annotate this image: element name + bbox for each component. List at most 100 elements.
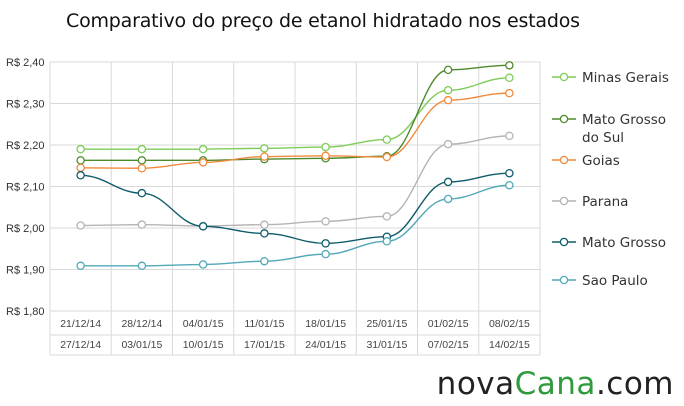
legend-item: Parana (552, 194, 628, 210)
x-tick-label-end: 24/01/15 (305, 339, 346, 351)
legend-label: Mato Grosso (582, 235, 666, 251)
series-parana (76, 131, 514, 231)
y-axis: R$ 1,80 R$ 1,90 R$ 2,00 R$ 2,10 R$ 2,20 R$ 2,… (6, 57, 45, 318)
data-point (76, 156, 85, 165)
x-tick-label-start: 01/02/15 (428, 318, 469, 330)
data-point (260, 144, 269, 153)
data-point (382, 237, 392, 246)
legend-label: Parana (582, 194, 628, 210)
x-tick-label-start: 08/02/15 (489, 318, 530, 330)
x-tick-label-start: 25/01/15 (366, 318, 407, 330)
data-point (260, 152, 269, 161)
data-point (443, 177, 453, 187)
series-line (80, 172, 510, 245)
data-point (505, 88, 514, 98)
data-point (137, 261, 147, 271)
data-point (321, 239, 330, 248)
series-minas-gerais (76, 73, 514, 154)
logo-part-com: .com (595, 366, 674, 402)
data-point (505, 131, 514, 141)
legend: Minas Gerais Mato Grosso do Sul Goias Parana… (552, 70, 669, 289)
data-point (260, 229, 269, 238)
legend-item: Goias (552, 153, 620, 169)
series-line (80, 92, 510, 169)
series-sao-paulo (76, 181, 514, 271)
x-tick-label-end: 27/12/14 (60, 339, 101, 351)
x-tick-label-end: 31/01/15 (366, 339, 407, 351)
x-tick-label-end: 07/02/15 (428, 339, 469, 351)
y-tick-label: R$ 2,00 (6, 223, 45, 235)
legend-label: Sao Paulo (582, 273, 648, 289)
data-point (321, 249, 330, 259)
data-point (505, 181, 514, 190)
data-point (321, 142, 330, 152)
data-point (198, 222, 208, 231)
grid (49, 61, 541, 356)
x-tick-label-start: 04/01/15 (183, 318, 224, 330)
x-tick-label-start: 18/01/15 (305, 318, 346, 330)
y-tick-label: R$ 2,10 (6, 182, 45, 194)
data-point (137, 163, 147, 173)
series-line (80, 135, 510, 227)
data-point (443, 194, 453, 204)
y-tick-label: R$ 2,20 (6, 140, 45, 152)
legend-marker (559, 196, 569, 206)
x-tick-label-end: 14/02/15 (489, 339, 530, 351)
data-point (198, 260, 208, 269)
data-point (76, 163, 85, 173)
legend-label: Minas Gerais (582, 70, 669, 86)
legend-item: Mato Grosso (552, 235, 666, 251)
data-point (137, 156, 147, 165)
data-point (443, 65, 453, 75)
series-mato-grosso (76, 168, 514, 248)
x-tick-label-start: 21/12/14 (60, 318, 101, 330)
legend-marker (559, 155, 569, 165)
legend-marker (559, 275, 569, 285)
data-point (76, 144, 85, 154)
data-point (260, 220, 269, 229)
data-point (76, 221, 85, 230)
x-tick-label-end: 17/01/15 (244, 339, 285, 351)
x-tick-label-end: 03/01/15 (121, 339, 162, 351)
data-point (505, 73, 514, 83)
chart-title: Comparativo do preço de etanol hidratado… (66, 10, 580, 32)
data-point (198, 144, 208, 154)
legend-marker (559, 114, 569, 124)
legend-item: Mato Grosso do Sul (552, 112, 666, 146)
y-tick-label: R$ 2,30 (6, 99, 45, 111)
y-tick-label: R$ 1,90 (6, 265, 45, 277)
logo-part-cana: Cana (514, 366, 596, 402)
legend-label: Mato Grosso (582, 112, 666, 128)
data-point (382, 152, 392, 162)
data-point (443, 95, 453, 105)
data-point (260, 256, 269, 266)
series-group (76, 61, 514, 271)
data-point (382, 135, 392, 144)
data-point (137, 144, 147, 154)
novacana-logo: novaCana.com (437, 366, 674, 402)
data-point (443, 85, 453, 95)
data-point (505, 168, 514, 178)
data-point (382, 212, 392, 221)
data-point (137, 220, 147, 229)
series-goias (76, 88, 514, 173)
data-point (505, 61, 514, 70)
x-tick-label-start: 11/01/15 (244, 318, 284, 330)
legend-item: Minas Gerais (552, 70, 669, 86)
data-point (321, 217, 330, 226)
series-line (80, 64, 510, 162)
data-point (443, 139, 453, 149)
x-axis: 21/12/14 28/12/14 04/01/15 11/01/15 18/01/15… (60, 318, 530, 351)
logo-part-nova: nova (436, 366, 515, 402)
x-tick-label-start: 28/12/14 (121, 318, 162, 330)
data-point (198, 158, 208, 167)
legend-marker (559, 237, 569, 247)
legend-item: Sao Paulo (552, 273, 648, 289)
data-point (76, 171, 85, 180)
legend-label: do Sul (582, 130, 624, 146)
legend-label: Goias (582, 153, 620, 169)
legend-marker (559, 72, 569, 82)
data-point (321, 151, 330, 161)
y-tick-label: R$ 1,80 (6, 306, 45, 318)
